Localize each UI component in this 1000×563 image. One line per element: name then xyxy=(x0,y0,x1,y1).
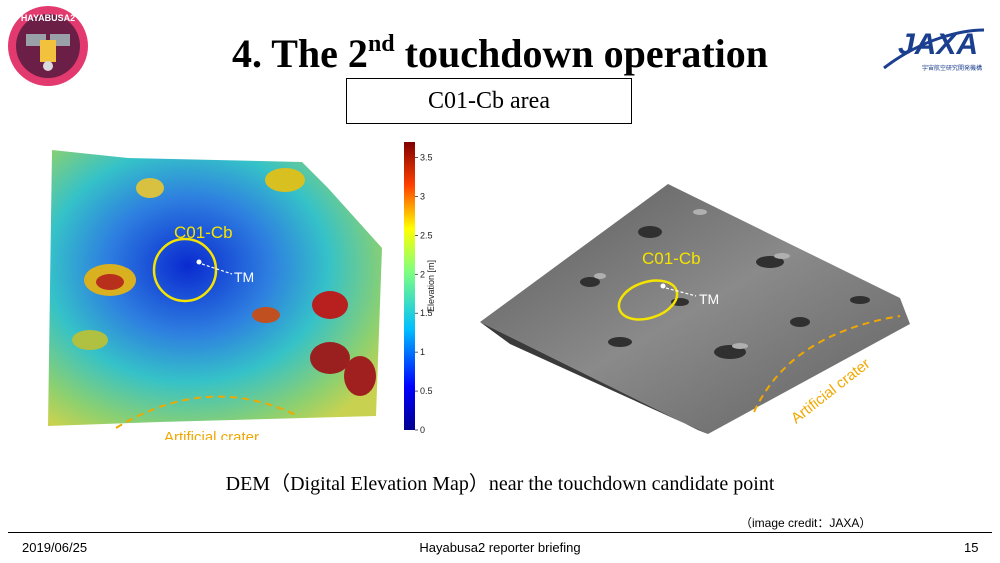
tm-marker-3d xyxy=(660,283,666,289)
tm-label: TM xyxy=(234,269,254,285)
title-superscript: nd xyxy=(367,31,395,57)
image-credit: （image credit：JAXA） xyxy=(740,516,872,530)
colorbar xyxy=(404,142,415,430)
terrain-3d-view: C01-Cb TM Artificial crater xyxy=(480,184,910,434)
crater-arc xyxy=(115,395,299,429)
hayabusa2-mission-logo: HAYABUSA2 xyxy=(8,6,88,86)
title-main: 4. The 2 xyxy=(231,31,368,76)
colorbar-tick-label: 0.5 xyxy=(420,386,433,396)
colorbar-tick-label: 3.5 xyxy=(420,153,433,163)
tm-leader-line xyxy=(201,263,233,275)
footer-title: Hayabusa2 reporter briefing xyxy=(419,540,581,555)
footer-date: 2019/06/25 xyxy=(22,540,88,555)
tm-marker xyxy=(196,259,202,265)
target-label-3d: C01-Cb xyxy=(642,249,701,268)
footer-divider xyxy=(8,532,992,533)
jaxa-logo-text: JAXA xyxy=(898,28,978,61)
jaxa-logo-subtext: 宇宙航空研究開発機構 xyxy=(922,64,982,72)
page-title: 4. The 2nd touchdown operation xyxy=(0,14,1000,84)
colorbar-tick-label: 1.5 xyxy=(420,308,433,318)
crater-label: Artificial crater xyxy=(164,429,259,440)
colorbar-tick-label: 2 xyxy=(420,269,425,279)
colorbar-tick-label: 3 xyxy=(420,191,425,201)
jaxa-logo: JAXA 宇宙航空研究開発機構 xyxy=(883,28,985,72)
mission-logo-text: HAYABUSA2 xyxy=(21,13,75,23)
tm-leader-line-3d xyxy=(665,287,697,297)
colorbar-label: Elevation [m] xyxy=(426,260,436,312)
dem-elevation-map: C01-Cb TM Artificial crater 0 0.5 1 1.5 2 2.5… xyxy=(48,142,436,440)
terrain-surface xyxy=(480,184,910,434)
tm-label-3d: TM xyxy=(699,291,719,307)
crater-arc-3d xyxy=(753,315,901,413)
target-label: C01-Cb xyxy=(174,223,233,242)
colorbar-tick-label: 0 xyxy=(420,425,425,435)
target-circle xyxy=(152,237,218,303)
area-label-box: C01-Cb area xyxy=(346,78,632,124)
dem-surface xyxy=(48,150,382,426)
page-number: 15 xyxy=(964,540,979,555)
colorbar-tick-label: 2.5 xyxy=(420,230,433,240)
title-rest: touchdown operation xyxy=(394,31,769,76)
colorbar-ticks: 0 0.5 1 1.5 2 2.5 3 3.5 xyxy=(415,153,433,435)
figure-caption: DEM（Digital Elevation Map）near the touch… xyxy=(225,473,775,495)
colorbar-tick-label: 1 xyxy=(420,347,425,357)
